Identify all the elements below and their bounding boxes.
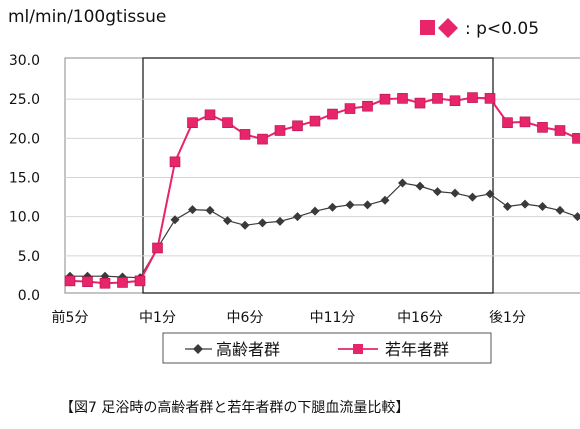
- data-point-young: [572, 133, 580, 144]
- data-point-young: [187, 117, 198, 128]
- y-tick-labels: 30.0 25.0 20.0 15.0 10.0 5.0 0.0: [9, 53, 40, 304]
- data-point-elderly: [275, 216, 285, 226]
- data-point-elderly: [503, 201, 512, 211]
- data-point-elderly: [258, 218, 267, 228]
- data-point-young: [117, 277, 128, 288]
- data-point-young: [152, 242, 163, 254]
- footbath-period-box: [142, 57, 494, 294]
- data-point-elderly: [345, 200, 355, 210]
- significance-label: : p<0.05: [465, 19, 539, 39]
- data-point-young: [257, 133, 268, 145]
- data-point-elderly: [188, 205, 197, 215]
- data-point-elderly: [240, 220, 250, 230]
- data-point-young: [362, 100, 373, 112]
- data-point-elderly: [170, 215, 180, 225]
- y-tick-label: 5.0: [18, 249, 40, 265]
- data-point-elderly: [398, 178, 407, 188]
- y-tick-label: 10.0: [9, 210, 40, 226]
- y-tick-label: 0.0: [18, 288, 40, 304]
- data-point-young: [432, 93, 443, 104]
- data-point-young: [134, 275, 146, 287]
- data-point-elderly: [223, 216, 232, 226]
- legend-elderly-label: 高齢者群: [216, 340, 280, 359]
- data-point-elderly: [363, 200, 372, 210]
- x-tick-labels: 前5分 中1分 中6分 中11分 中16分 後1分: [52, 309, 526, 326]
- x-tick-label: 中1分: [139, 310, 176, 326]
- legend-box: [162, 332, 492, 364]
- data-point-young: [537, 122, 548, 133]
- legend-elderly-diamond-icon: [193, 344, 203, 354]
- y-tick-label: 25.0: [9, 92, 40, 108]
- data-point-elderly: [328, 202, 337, 212]
- data-point-elderly: [520, 199, 530, 209]
- series-line-elderly: [70, 182, 578, 279]
- gridlines: [65, 98, 580, 257]
- data-point-elderly: [310, 206, 320, 216]
- x-tick-label: 中16分: [397, 310, 443, 326]
- data-point-young: [309, 115, 321, 127]
- data-point-young: [169, 156, 181, 168]
- data-point-young: [82, 276, 93, 287]
- legend-young-square-icon: [353, 344, 363, 354]
- data-point-elderly: [380, 195, 390, 205]
- series-markers: [64, 92, 580, 289]
- data-point-young: [344, 103, 356, 114]
- data-point-young: [519, 116, 531, 128]
- data-point-young: [274, 125, 286, 136]
- y-tick-label: 15.0: [9, 171, 40, 187]
- data-point-young: [204, 109, 216, 121]
- x-tick-label: 中11分: [310, 310, 356, 326]
- data-point-young: [449, 95, 461, 107]
- figure-caption: 【図7 足浴時の高齢者群と若年者群の下腿血流量比較】: [60, 399, 409, 416]
- x-tick-label: 前5分: [52, 309, 89, 326]
- data-point-young: [414, 97, 426, 109]
- x-tick-label: 中6分: [227, 310, 264, 326]
- data-point-young: [379, 93, 391, 105]
- significance-legend: : p<0.05: [420, 18, 539, 39]
- data-point-young: [467, 92, 478, 103]
- data-point-young: [397, 93, 408, 104]
- legend: 高齢者群 若年者群: [162, 332, 492, 364]
- data-point-elderly: [293, 212, 302, 222]
- data-point-young: [292, 120, 303, 132]
- data-point-elderly: [485, 189, 495, 199]
- data-point-young: [222, 117, 233, 128]
- data-point-young: [239, 129, 251, 140]
- y-tick-label: 20.0: [9, 131, 40, 147]
- significance-square-icon: [420, 20, 435, 35]
- data-point-young: [554, 125, 566, 136]
- data-point-elderly: [555, 205, 565, 215]
- y-axis-label: ml/min/100gtissue: [8, 7, 166, 27]
- data-point-young: [484, 93, 496, 104]
- data-point-elderly: [415, 181, 425, 191]
- data-point-young: [502, 117, 513, 128]
- data-point-elderly: [468, 192, 477, 202]
- data-point-elderly: [205, 205, 215, 215]
- data-point-elderly: [450, 188, 460, 198]
- data-point-young: [64, 275, 76, 287]
- y-tick-label: 30.0: [9, 53, 40, 69]
- significance-diamond-icon: [438, 18, 458, 38]
- x-tick-label: 後1分: [489, 310, 526, 326]
- data-point-elderly: [538, 201, 547, 211]
- plot-area: [64, 57, 580, 294]
- legend-young-label: 若年者群: [385, 340, 449, 359]
- data-point-elderly: [573, 212, 580, 222]
- data-point-young: [99, 277, 111, 289]
- data-point-young: [327, 108, 338, 120]
- data-point-elderly: [433, 187, 442, 197]
